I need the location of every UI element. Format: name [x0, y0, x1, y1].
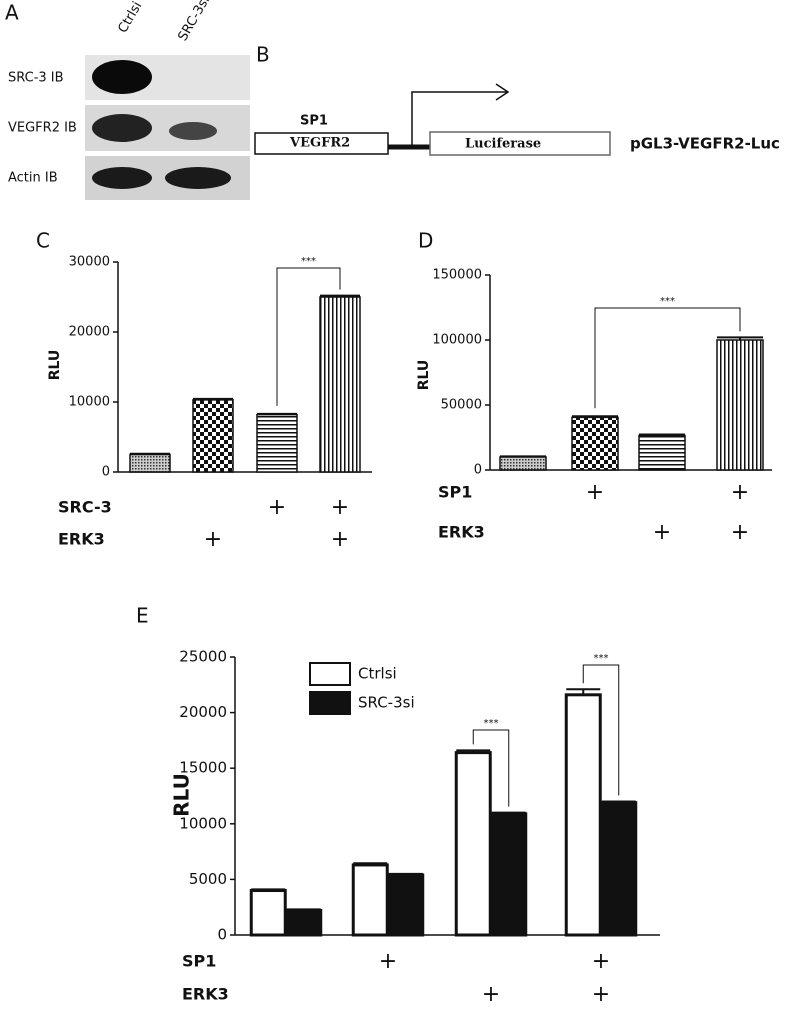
treatment-label: ERK3 — [438, 523, 485, 542]
legend-swatch — [309, 662, 351, 686]
treatment-label: SRC-3 — [58, 498, 112, 517]
construct-diagram — [254, 83, 611, 156]
y-axis-label: RLU — [47, 350, 63, 381]
bar — [249, 889, 287, 937]
y-tick-label: 15000 — [179, 759, 227, 777]
y-tick-label: 10000 — [179, 814, 227, 832]
error-bar — [353, 862, 388, 865]
bar — [600, 801, 638, 937]
error-bar — [193, 397, 233, 400]
error-bar — [717, 336, 763, 340]
error-bar — [500, 455, 546, 458]
significance-label: *** — [594, 653, 609, 664]
y-tick-label: 30000 — [69, 255, 110, 270]
panel-letter: B — [256, 43, 270, 67]
blot-row-label: VEGFR2 IB — [8, 121, 77, 136]
treatment-sign: + — [331, 527, 349, 552]
treatment-sign: + — [731, 520, 749, 545]
treatment-sign: + — [331, 495, 349, 520]
bar — [319, 296, 361, 473]
blot-row-label: SRC-3 IB — [8, 71, 64, 86]
y-tick-label: 0 — [102, 465, 110, 480]
blot — [85, 55, 250, 200]
bar — [490, 812, 528, 937]
treatment-sign: + — [379, 949, 397, 974]
reporter-label: Luciferase — [465, 137, 541, 152]
error-bar — [130, 452, 170, 455]
error-bar — [320, 294, 360, 297]
lane-label: Ctrlsi — [116, 0, 146, 36]
y-tick-label: 0 — [474, 463, 482, 478]
significance-label: *** — [301, 256, 316, 267]
error-bar — [491, 811, 526, 814]
bar — [638, 434, 686, 471]
error-bar — [286, 908, 321, 911]
bar — [454, 751, 492, 937]
treatment-sign: + — [482, 982, 500, 1007]
legend-label: Ctrlsi — [358, 665, 397, 683]
error-bar — [572, 415, 618, 418]
bar — [285, 909, 323, 937]
y-tick-label: 20000 — [69, 325, 110, 340]
error-bar — [456, 749, 491, 753]
treatment-sign: + — [586, 480, 604, 505]
y-tick-label: 5000 — [189, 870, 227, 888]
error-bar — [257, 412, 297, 415]
bar — [256, 413, 298, 473]
significance-bracket — [594, 307, 741, 409]
y-tick-label: 20000 — [179, 703, 227, 721]
significance-bracket — [472, 729, 510, 807]
panel-letter: E — [136, 604, 149, 628]
legend-label: SRC-3si — [358, 694, 415, 712]
bar — [129, 453, 171, 473]
panel-letter: A — [5, 1, 19, 25]
significance-bracket — [276, 267, 341, 406]
error-bar — [566, 688, 601, 695]
y-axis-label: RLU — [170, 773, 194, 817]
significance-label: *** — [484, 718, 499, 729]
treatment-sign: + — [653, 520, 671, 545]
blot-row-label: Actin IB — [8, 171, 58, 186]
bar — [564, 693, 602, 937]
error-bar — [639, 433, 685, 436]
bar — [192, 399, 234, 473]
treatment-label: SP1 — [438, 483, 472, 502]
y-tick-label: 100000 — [432, 333, 482, 348]
treatment-sign: + — [268, 495, 286, 520]
lane-label: SRC-3si — [176, 0, 214, 44]
error-bar — [388, 872, 423, 875]
treatment-label: SP1 — [182, 952, 216, 971]
bar — [499, 456, 547, 471]
bar — [571, 416, 619, 471]
y-tick-label: 0 — [217, 926, 227, 944]
y-axis-label: RLU — [416, 360, 432, 391]
treatment-label: ERK3 — [182, 985, 229, 1004]
legend-swatch — [309, 691, 351, 715]
construct-name: pGL3-VEGFR2-Luc — [630, 135, 780, 153]
y-tick-label: 150000 — [432, 268, 482, 283]
promoter-label: VEGFR2 — [289, 136, 350, 151]
error-bar — [601, 800, 636, 803]
bar — [716, 339, 764, 471]
site-label: SP1 — [300, 114, 328, 129]
panel-letter: C — [36, 229, 50, 253]
error-bar — [251, 888, 286, 891]
significance-label: *** — [660, 296, 675, 307]
treatment-sign: + — [592, 949, 610, 974]
y-tick-label: 10000 — [69, 395, 110, 410]
y-tick-label: 50000 — [441, 398, 482, 413]
treatment-sign: + — [204, 527, 222, 552]
treatment-label: ERK3 — [58, 530, 105, 549]
significance-bracket — [582, 664, 620, 796]
bar — [387, 873, 425, 937]
treatment-sign: + — [592, 982, 610, 1007]
y-tick-label: 25000 — [179, 648, 227, 666]
panel-letter: D — [418, 229, 433, 253]
bar — [351, 863, 389, 937]
treatment-sign: + — [731, 480, 749, 505]
